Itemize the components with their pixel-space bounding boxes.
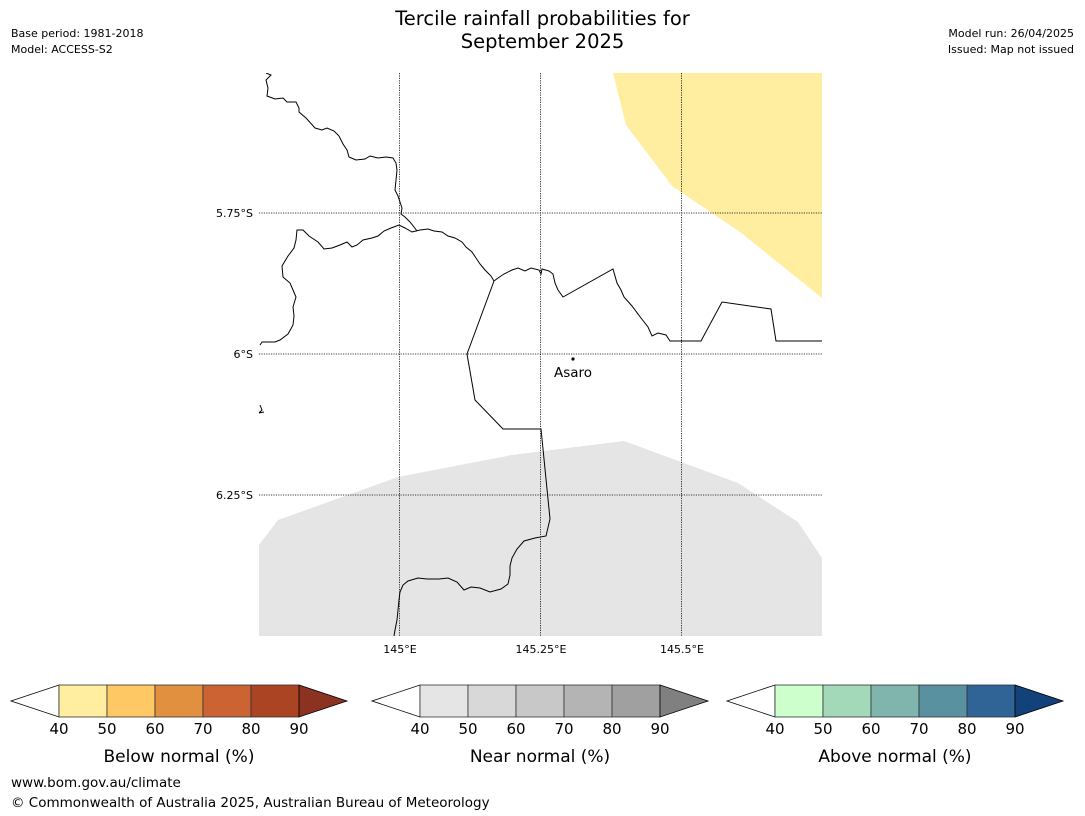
boundary-west xyxy=(259,224,495,346)
colorbar-tick-label: 40 xyxy=(410,720,429,738)
colorbar-segment xyxy=(918,684,968,718)
lat-label-3: 6.25°S xyxy=(216,489,253,502)
colorbar-tick-label: 40 xyxy=(765,720,784,738)
title-line-2: September 2025 xyxy=(460,30,625,53)
title-line-1: Tercile rainfall probabilities for xyxy=(395,7,690,30)
colorbar-tick-label: 80 xyxy=(241,720,260,738)
meta-left: Base period: 1981-2018 Model: ACCESS-S2 xyxy=(11,26,143,58)
colorbar-extend-low xyxy=(725,684,776,718)
colorbar-segment xyxy=(250,684,300,718)
colorbar-segment xyxy=(106,684,156,718)
colorbar-tick-label: 70 xyxy=(554,720,573,738)
colorbar-title: Above normal (%) xyxy=(818,747,971,767)
colorbar-tick-label: 50 xyxy=(813,720,832,738)
boundary-fragment xyxy=(259,404,265,414)
town-marker xyxy=(571,357,575,361)
town-label: Asaro xyxy=(554,365,592,381)
gridlines xyxy=(259,73,822,636)
colorbar-segment xyxy=(822,684,872,718)
colorbar-segment xyxy=(870,684,920,718)
issued-status: Issued: Map not issued xyxy=(947,43,1074,56)
boundary-south xyxy=(393,280,551,636)
colorbar-1: 40 50 60 70 80 90 Below normal (%) xyxy=(9,684,349,767)
colorbar-tick-label: 70 xyxy=(909,720,928,738)
colorbar-tick-label: 60 xyxy=(861,720,880,738)
colorbar-segment xyxy=(966,684,1016,718)
colorbar-title: Near normal (%) xyxy=(470,747,610,767)
map-area: Asaro xyxy=(259,73,822,636)
boundary-central xyxy=(493,267,822,342)
lon-label-1: 145°E xyxy=(383,643,416,656)
colorbar-tick-label: 50 xyxy=(97,720,116,738)
colorbar-tick-label: 50 xyxy=(458,720,477,738)
base-period: Base period: 1981-2018 xyxy=(11,27,144,40)
colorbar-tick-label: 60 xyxy=(145,720,164,738)
colorbar-tick-label: 90 xyxy=(650,720,669,738)
colorbar-segment xyxy=(611,684,661,718)
colorbar-extend-low xyxy=(370,684,421,718)
map-title: Tercile rainfall probabilities for Septe… xyxy=(0,7,1085,53)
lat-label-2: 6°S xyxy=(234,348,253,361)
colorbar-segment xyxy=(774,684,824,718)
boundary-north xyxy=(265,73,418,232)
below-normal-region xyxy=(613,73,822,298)
colorbar-segment xyxy=(563,684,613,718)
colorbar-3: 40 50 60 70 80 90 Above normal (%) xyxy=(725,684,1065,767)
colorbar-tick-label: 90 xyxy=(1005,720,1024,738)
colorbar-segment xyxy=(58,684,108,718)
colorbar-extend-low xyxy=(9,684,60,718)
colorbar-segment xyxy=(419,684,469,718)
colorbar-extend-high xyxy=(1014,684,1065,718)
lat-label-1: 5.75°S xyxy=(216,207,253,220)
colorbar-segment xyxy=(467,684,517,718)
meta-right: Model run: 26/04/2025 Issued: Map not is… xyxy=(948,26,1074,58)
colorbar-tick-label: 80 xyxy=(602,720,621,738)
colorbars: 40 50 60 70 80 90 Below normal (%) 40 50 60 70 80 90… xyxy=(9,684,1065,767)
model-run: Model run: 26/04/2025 xyxy=(948,27,1074,40)
colorbar-title: Below normal (%) xyxy=(104,747,255,767)
lon-label-2: 145.25°E xyxy=(516,643,567,656)
colorbar-segment xyxy=(202,684,252,718)
colorbar-tick-label: 60 xyxy=(506,720,525,738)
colorbar-tick-label: 90 xyxy=(289,720,308,738)
colorbar-tick-label: 70 xyxy=(193,720,212,738)
colorbar-extend-high xyxy=(659,684,710,718)
colorbar-tick-label: 40 xyxy=(49,720,68,738)
lon-label-3: 145.5°E xyxy=(660,643,704,656)
colorbar-segment xyxy=(515,684,565,718)
model-name: Model: ACCESS-S2 xyxy=(11,43,113,56)
colorbar-segment xyxy=(154,684,204,718)
footer-url[interactable]: www.bom.gov.au/climate xyxy=(11,775,181,791)
footer: www.bom.gov.au/climate © Commonwealth of… xyxy=(11,773,490,813)
colorbar-extend-high xyxy=(298,684,349,718)
colorbar-tick-label: 80 xyxy=(957,720,976,738)
footer-copyright: © Commonwealth of Australia 2025, Austra… xyxy=(11,795,490,811)
boundaries xyxy=(259,73,822,636)
colorbar-2: 40 50 60 70 80 90 Near normal (%) xyxy=(370,684,710,767)
